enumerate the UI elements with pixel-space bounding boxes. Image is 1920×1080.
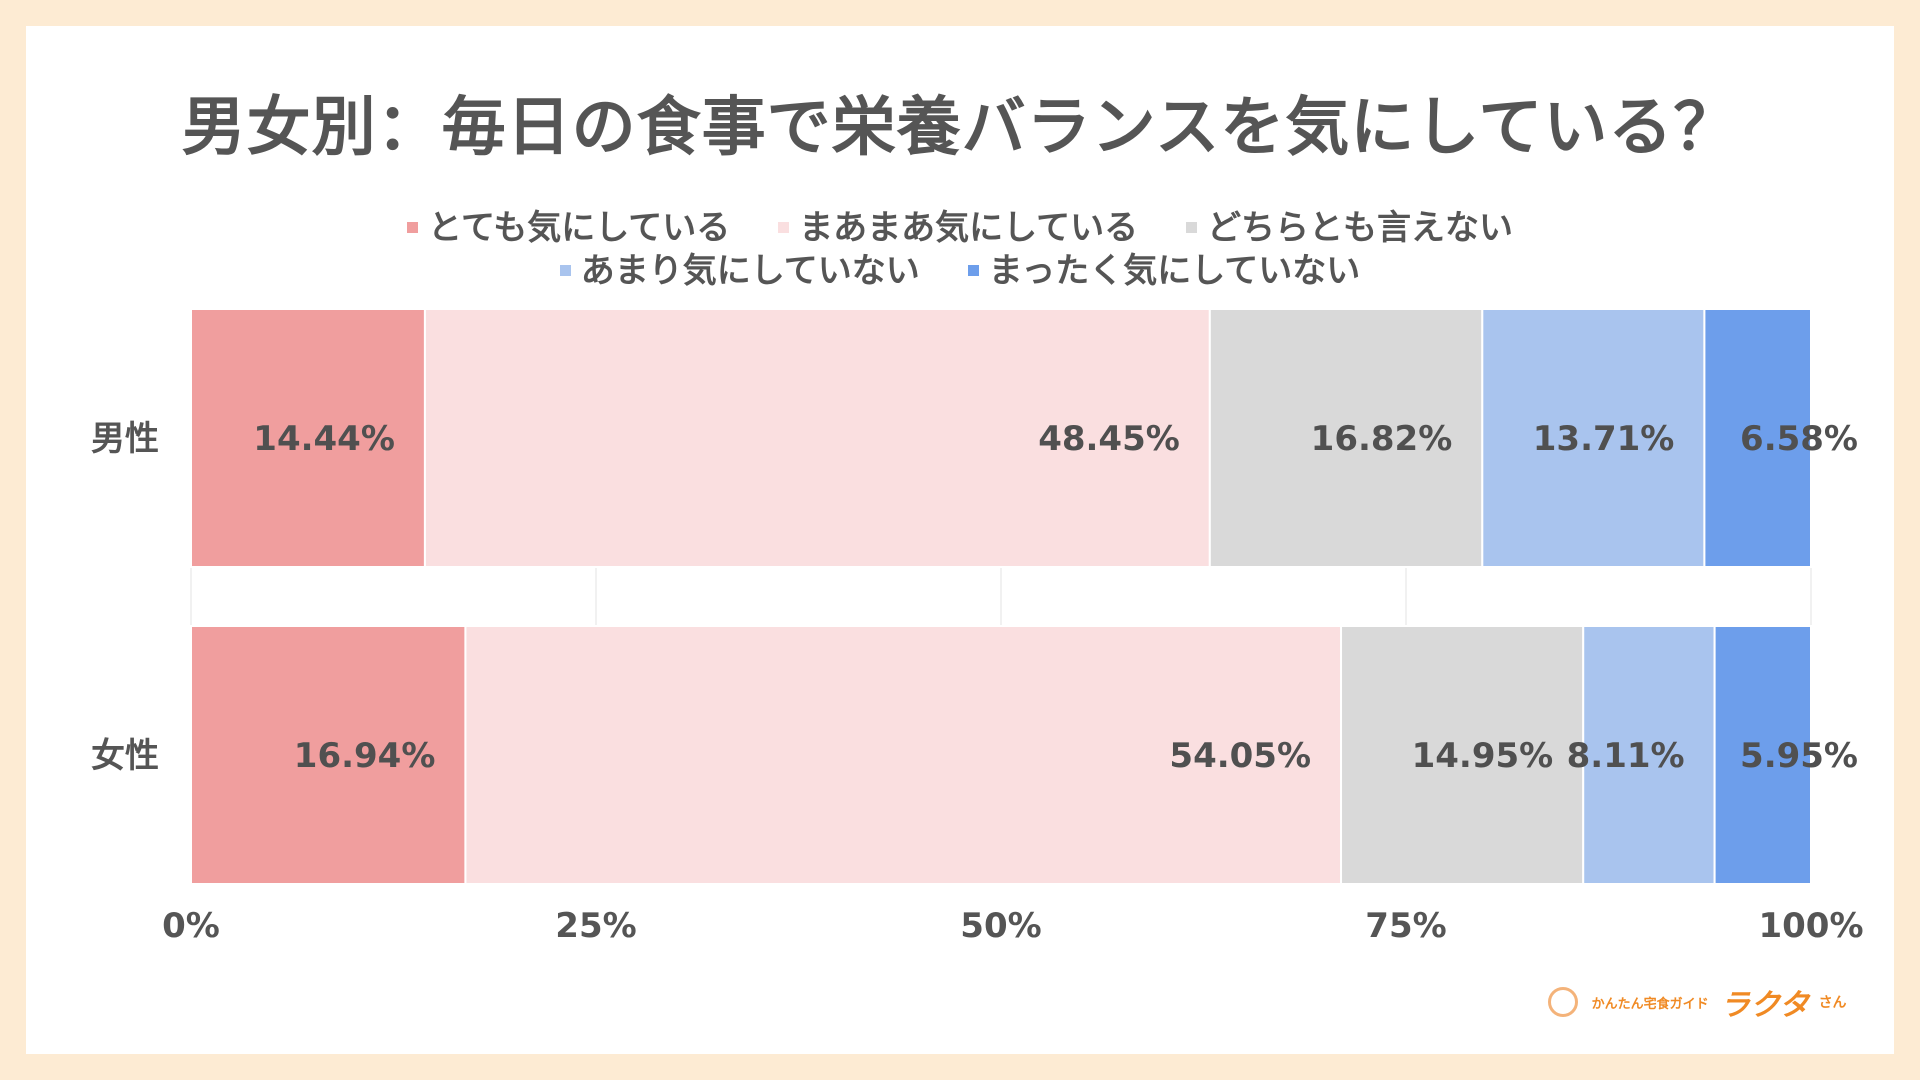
legend-item-3: どちらとも言えない (1185, 200, 1513, 249)
data-label: 16.82% (1311, 419, 1453, 459)
bar-segment (423, 308, 1211, 568)
x-tick-label: 75% (1365, 906, 1446, 946)
legend-label-1: とても気にしている (428, 208, 731, 248)
bar-segment (1481, 308, 1706, 568)
x-tick-label: 0% (162, 906, 220, 946)
x-tick-label: 100% (1758, 906, 1863, 946)
bar-segment (1340, 625, 1585, 885)
chart-title: 男女別：毎日の食事で栄養バランスを気にしている？ (181, 91, 1739, 165)
logo-suffix: さん (1818, 995, 1847, 1011)
data-label: 5.95% (1740, 736, 1858, 776)
bar-segment (1582, 625, 1716, 885)
legend-item-1: とても気にしている (407, 200, 730, 249)
legend-row-1: とても気にしている まあまあ気にしている どちらとも言えない (0, 200, 1920, 249)
x-tick-label: 25% (555, 906, 636, 946)
legend-swatch-4 (559, 265, 571, 276)
data-label: 16.94% (294, 736, 436, 776)
legend-item-5: まったく気にしていない (967, 243, 1361, 292)
data-label: 13.71% (1533, 419, 1675, 459)
data-label: 6.58% (1740, 419, 1858, 459)
bar-segment (1208, 308, 1484, 568)
data-label: 14.95% (1412, 736, 1554, 776)
legend-swatch-2 (778, 222, 790, 233)
bar-segment (190, 625, 467, 885)
legend-item-2: まあまあ気にしている (778, 200, 1138, 249)
x-tick-label: 50% (960, 906, 1041, 946)
category-label: 男性 (91, 419, 159, 459)
legend-label-5: まったく気にしていない (988, 251, 1361, 291)
legend-item-4: あまり気にしていない (559, 243, 920, 292)
category-label: 女性 (91, 736, 159, 776)
legend-row-2: あまり気にしていない まったく気にしていない (0, 243, 1920, 292)
data-label: 8.11% (1567, 736, 1685, 776)
logo-tagline: かんたん宅食ガイド (1591, 996, 1709, 1012)
plate-icon (1548, 987, 1578, 1017)
legend-label-3: どちらとも言えない (1206, 208, 1513, 248)
legend-swatch-5 (967, 265, 979, 276)
bar-segment (190, 308, 426, 568)
data-label: 54.05% (1169, 736, 1311, 776)
legend-swatch-1 (407, 222, 419, 233)
legend-label-4: あまり気にしていない (580, 251, 920, 291)
bar-segment (1713, 625, 1812, 885)
legend-label-2: まあまあ気にしている (799, 208, 1139, 248)
legend-swatch-3 (1185, 222, 1197, 233)
bar-segment (1703, 308, 1813, 568)
data-label: 14.44% (253, 419, 395, 459)
brand-logo: かんたん宅食ガイド ラクタ さん (1548, 980, 1847, 1023)
data-label: 48.45% (1038, 419, 1180, 459)
logo-brand: ラクタ (1720, 988, 1809, 1023)
